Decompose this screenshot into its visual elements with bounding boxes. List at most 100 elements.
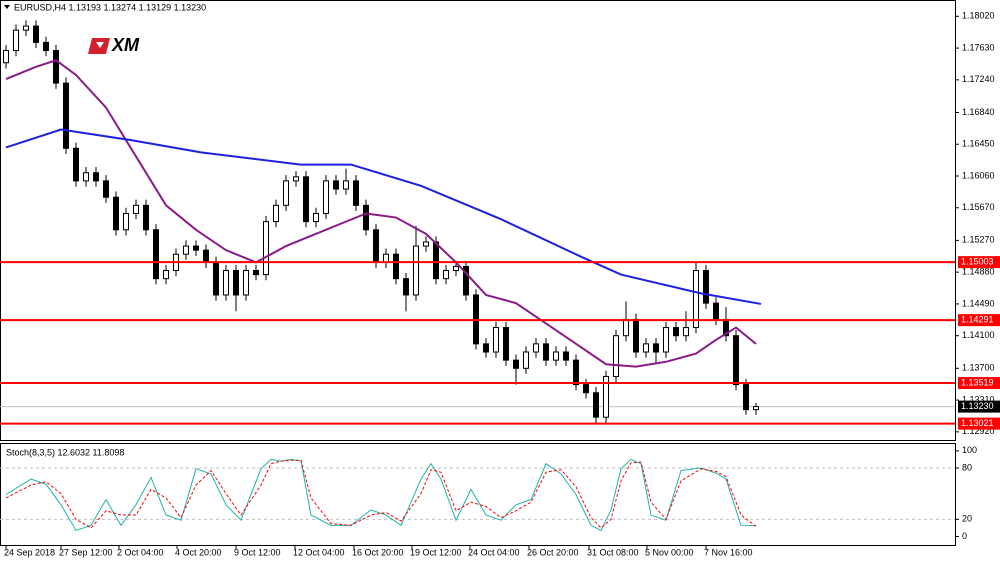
- candle-body: [153, 229, 159, 280]
- candle-body: [13, 29, 19, 52]
- candle-body: [563, 351, 569, 361]
- candle-body: [653, 343, 659, 353]
- stoch-line: [5, 459, 757, 529]
- candle-body: [183, 245, 189, 255]
- candle-body: [333, 180, 339, 190]
- x-tick-label: 12 Oct 04:00: [293, 547, 345, 557]
- candle-body: [33, 25, 39, 43]
- candle-body: [623, 318, 629, 337]
- candle-body: [613, 335, 619, 377]
- candle-body: [213, 261, 219, 296]
- candle-body: [603, 375, 609, 418]
- y-tick-label: 1.16060: [962, 170, 995, 180]
- level-label: 1.15003: [961, 257, 994, 267]
- candle-body: [253, 270, 259, 276]
- stoch-line: [5, 458, 757, 532]
- y-tick-label: 0: [962, 531, 967, 541]
- candle-body: [113, 196, 119, 231]
- menu-icon[interactable]: [4, 5, 10, 9]
- candle-body: [573, 359, 579, 386]
- y-tick-label: 1.18020: [962, 11, 995, 21]
- candle-body: [693, 270, 699, 329]
- y-tick-label: 1.13700: [962, 363, 995, 373]
- candle-body: [303, 176, 309, 223]
- candle-body: [93, 172, 99, 182]
- candle-body: [223, 270, 229, 296]
- candle-body: [373, 229, 379, 263]
- candle-body: [123, 212, 129, 231]
- candle-body: [483, 343, 489, 353]
- candle-body: [323, 180, 329, 214]
- candle-body: [673, 327, 679, 337]
- level-box: [958, 314, 1000, 327]
- candle-body: [43, 41, 49, 52]
- y-tick-label: 100: [962, 445, 977, 455]
- x-tick-label: 9 Oct 12:00: [234, 547, 281, 557]
- candle-body: [263, 221, 269, 276]
- candle-body: [643, 343, 649, 353]
- candle-body: [523, 351, 529, 369]
- x-tick-label: 16 Oct 20:00: [352, 547, 404, 557]
- x-tick-label: 5 Nov 00:00: [645, 547, 694, 557]
- candle-body: [493, 327, 499, 353]
- candle-body: [663, 327, 669, 353]
- x-tick-label: 26 Oct 20:00: [527, 547, 579, 557]
- x-tick-label: 4 Oct 20:00: [175, 547, 222, 557]
- stoch-frame: [0, 443, 956, 546]
- candle-body: [743, 384, 749, 411]
- candle-body: [503, 327, 509, 361]
- x-tick-label: 19 Oct 12:00: [410, 547, 462, 557]
- candle-body: [593, 392, 599, 418]
- candle-body: [23, 25, 29, 31]
- main-frame: [0, 0, 956, 441]
- candle-body: [703, 270, 709, 304]
- candle-body: [133, 204, 139, 214]
- candle-body: [233, 270, 239, 296]
- y-tick-label: 1.17240: [962, 74, 995, 84]
- candle-body: [203, 249, 209, 263]
- y-tick-label: 1.14490: [962, 298, 995, 308]
- x-tick-label: 27 Sep 12:00: [59, 547, 113, 557]
- candle-body: [433, 241, 439, 280]
- candle-body: [363, 204, 369, 231]
- candle-body: [293, 176, 299, 182]
- candle-body: [73, 147, 79, 182]
- stoch-title: Stoch(8,3,5) 12.6032 11.8098: [6, 447, 124, 457]
- x-tick-label: 31 Oct 08:00: [587, 547, 639, 557]
- candle-body: [513, 359, 519, 369]
- y-tick-label: 1.16840: [962, 107, 995, 117]
- level-box: [958, 377, 1000, 390]
- candle-body: [83, 172, 89, 182]
- candle-body: [443, 270, 449, 280]
- candle-body: [633, 318, 639, 353]
- moving-average: [5, 128, 762, 305]
- level-label: 1.14291: [961, 315, 994, 325]
- candle-body: [393, 253, 399, 280]
- level-label: 1.13021: [961, 418, 994, 428]
- candle-body: [3, 50, 9, 64]
- candle-body: [683, 327, 689, 337]
- y-tick-label: 1.15670: [962, 202, 995, 212]
- x-tick-label: 24 Oct 04:00: [468, 547, 520, 557]
- candle-body: [423, 241, 429, 247]
- candle-body: [63, 82, 69, 149]
- level-label: 1.13519: [961, 377, 994, 387]
- candle-body: [733, 335, 739, 386]
- candle-body: [343, 180, 349, 190]
- y-tick-label: 1.13310: [962, 394, 995, 404]
- y-tick-label: 1.14100: [962, 330, 995, 340]
- candle-body: [193, 245, 199, 251]
- moving-average: [5, 59, 757, 368]
- candle-body: [313, 212, 319, 223]
- candle-body: [163, 270, 169, 280]
- candle-body: [753, 406, 759, 411]
- current-price-label: 1.13230: [961, 401, 994, 411]
- current-price-box: [958, 400, 1000, 413]
- x-tick-label: 24 Sep 2018: [4, 547, 55, 557]
- candle-body: [273, 204, 279, 223]
- logo-text: XM: [111, 35, 140, 55]
- y-tick-label: 80: [962, 462, 972, 472]
- candle-body: [533, 343, 539, 353]
